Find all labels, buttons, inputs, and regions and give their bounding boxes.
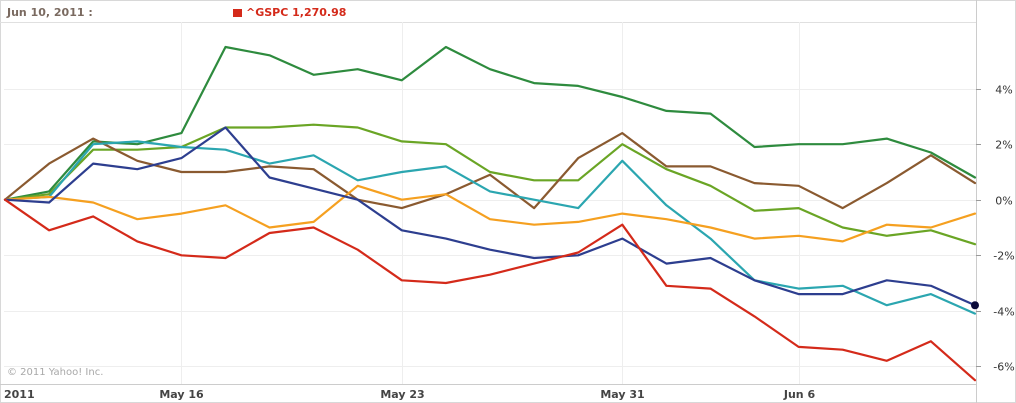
series-line bbox=[3, 198, 977, 382]
y-tick-label: 2% bbox=[995, 139, 1012, 152]
x-tick-label: Jun 6 bbox=[783, 388, 816, 401]
y-axis: -6% -4% -2% 0% 2% 4% bbox=[993, 84, 1014, 374]
x-tick-label: 2011 bbox=[4, 388, 35, 401]
legend-swatch-icon bbox=[233, 8, 242, 17]
series-line bbox=[3, 140, 977, 315]
y-tick-label: -4% bbox=[993, 306, 1014, 319]
x-axis: 2011 May 16 May 23 May 31 Jun 6 bbox=[4, 388, 815, 401]
series-line bbox=[3, 123, 977, 246]
y-tick-label: -2% bbox=[993, 250, 1014, 263]
y-tick-label: 4% bbox=[995, 84, 1012, 97]
series-line bbox=[3, 126, 977, 307]
date-readout: Jun 10, 2011 : bbox=[7, 6, 93, 19]
legend-gspc[interactable]: ^GSPC 1,270.98 bbox=[233, 6, 346, 19]
series-line bbox=[3, 45, 977, 201]
end-point-marker bbox=[971, 301, 979, 310]
legend-label: ^GSPC 1,270.98 bbox=[246, 6, 347, 19]
series-lines bbox=[3, 45, 979, 382]
series-line bbox=[3, 184, 977, 243]
x-tick-label: May 23 bbox=[380, 388, 424, 401]
y-tick-label: -6% bbox=[993, 361, 1014, 374]
copyright-text: © 2011 Yahoo! Inc. bbox=[7, 367, 104, 378]
x-tick-label: May 16 bbox=[159, 388, 204, 401]
x-tick-label: May 31 bbox=[600, 388, 644, 401]
y-tick-label: 0% bbox=[995, 195, 1012, 208]
series-line bbox=[3, 132, 977, 210]
